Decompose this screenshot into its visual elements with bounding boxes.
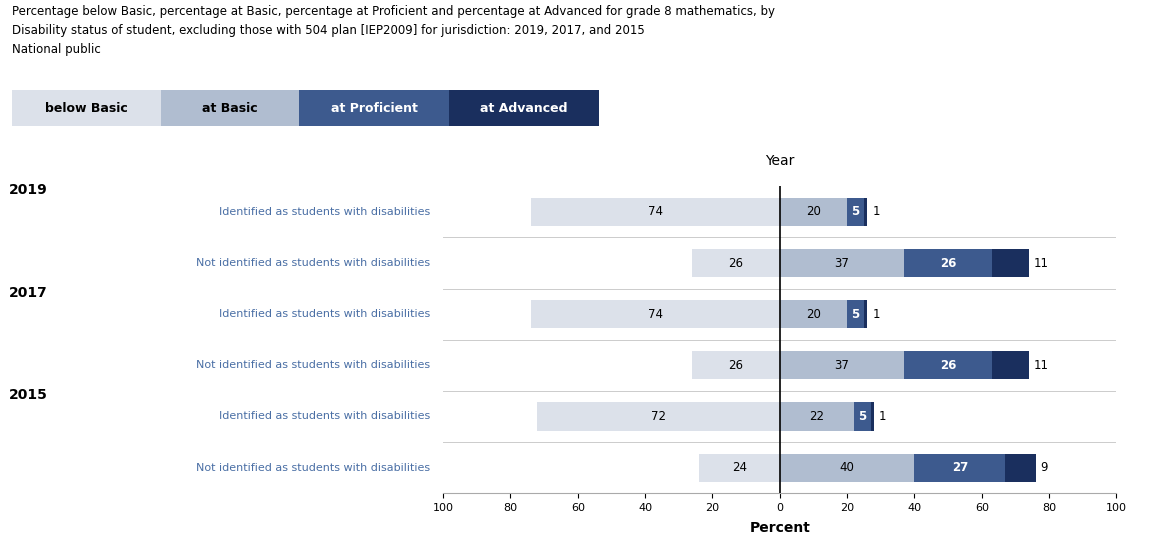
Bar <box>1005 454 1036 482</box>
Text: 22: 22 <box>809 410 824 423</box>
Text: 1: 1 <box>872 307 879 321</box>
Text: 24: 24 <box>732 461 747 474</box>
Bar <box>531 198 780 226</box>
Bar <box>780 351 905 379</box>
Text: 74: 74 <box>648 206 663 219</box>
Bar <box>780 402 854 431</box>
Bar <box>780 249 905 277</box>
Text: Not identified as students with disabilities: Not identified as students with disabili… <box>196 463 429 472</box>
Bar <box>692 249 780 277</box>
Bar <box>531 300 780 328</box>
Text: Identified as students with disabilities: Identified as students with disabilities <box>219 207 429 217</box>
Text: 26: 26 <box>940 256 956 270</box>
Bar <box>992 249 1029 277</box>
Text: 11: 11 <box>1034 359 1049 372</box>
Text: 37: 37 <box>834 359 849 372</box>
Text: 9: 9 <box>1041 461 1049 474</box>
Text: Identified as students with disabilities: Identified as students with disabilities <box>219 309 429 319</box>
Text: 2017: 2017 <box>9 286 47 300</box>
Text: 40: 40 <box>840 461 854 474</box>
Bar <box>847 300 864 328</box>
Text: 5: 5 <box>852 307 860 321</box>
Text: Not identified as students with disabilities: Not identified as students with disabili… <box>196 258 429 268</box>
Bar <box>538 402 780 431</box>
Bar <box>870 402 874 431</box>
Bar <box>914 454 1005 482</box>
Text: 37: 37 <box>834 256 849 270</box>
Bar <box>864 300 868 328</box>
Bar <box>905 351 992 379</box>
Text: 2019: 2019 <box>9 184 47 197</box>
Text: 1: 1 <box>872 206 879 219</box>
Text: 5: 5 <box>859 410 867 423</box>
Text: 5: 5 <box>852 206 860 219</box>
Text: below Basic: below Basic <box>45 102 128 115</box>
Text: 26: 26 <box>729 256 744 270</box>
Text: 11: 11 <box>1034 256 1049 270</box>
Bar <box>780 300 847 328</box>
Bar <box>905 249 992 277</box>
Text: at Advanced: at Advanced <box>480 102 567 115</box>
Text: 27: 27 <box>952 461 968 474</box>
Text: Not identified as students with disabilities: Not identified as students with disabili… <box>196 361 429 370</box>
Bar <box>780 198 847 226</box>
Bar <box>847 198 864 226</box>
Text: 1: 1 <box>879 410 886 423</box>
X-axis label: Percent: Percent <box>749 521 810 535</box>
Text: 74: 74 <box>648 307 663 321</box>
Text: 2015: 2015 <box>9 388 47 402</box>
Text: Identified as students with disabilities: Identified as students with disabilities <box>219 412 429 421</box>
Bar <box>854 402 870 431</box>
Text: Year: Year <box>765 154 794 168</box>
Text: at Proficient: at Proficient <box>330 102 418 115</box>
Text: 72: 72 <box>651 410 666 423</box>
Text: 26: 26 <box>940 359 956 372</box>
Bar <box>780 454 914 482</box>
Bar <box>992 351 1029 379</box>
Bar <box>699 454 780 482</box>
Bar <box>864 198 868 226</box>
Bar <box>692 351 780 379</box>
Text: 26: 26 <box>729 359 744 372</box>
Text: 20: 20 <box>806 307 821 321</box>
Text: Percentage below Basic, percentage at Basic, percentage at Proficient and percen: Percentage below Basic, percentage at Ba… <box>12 5 775 56</box>
Text: at Basic: at Basic <box>203 102 258 115</box>
Text: 20: 20 <box>806 206 821 219</box>
